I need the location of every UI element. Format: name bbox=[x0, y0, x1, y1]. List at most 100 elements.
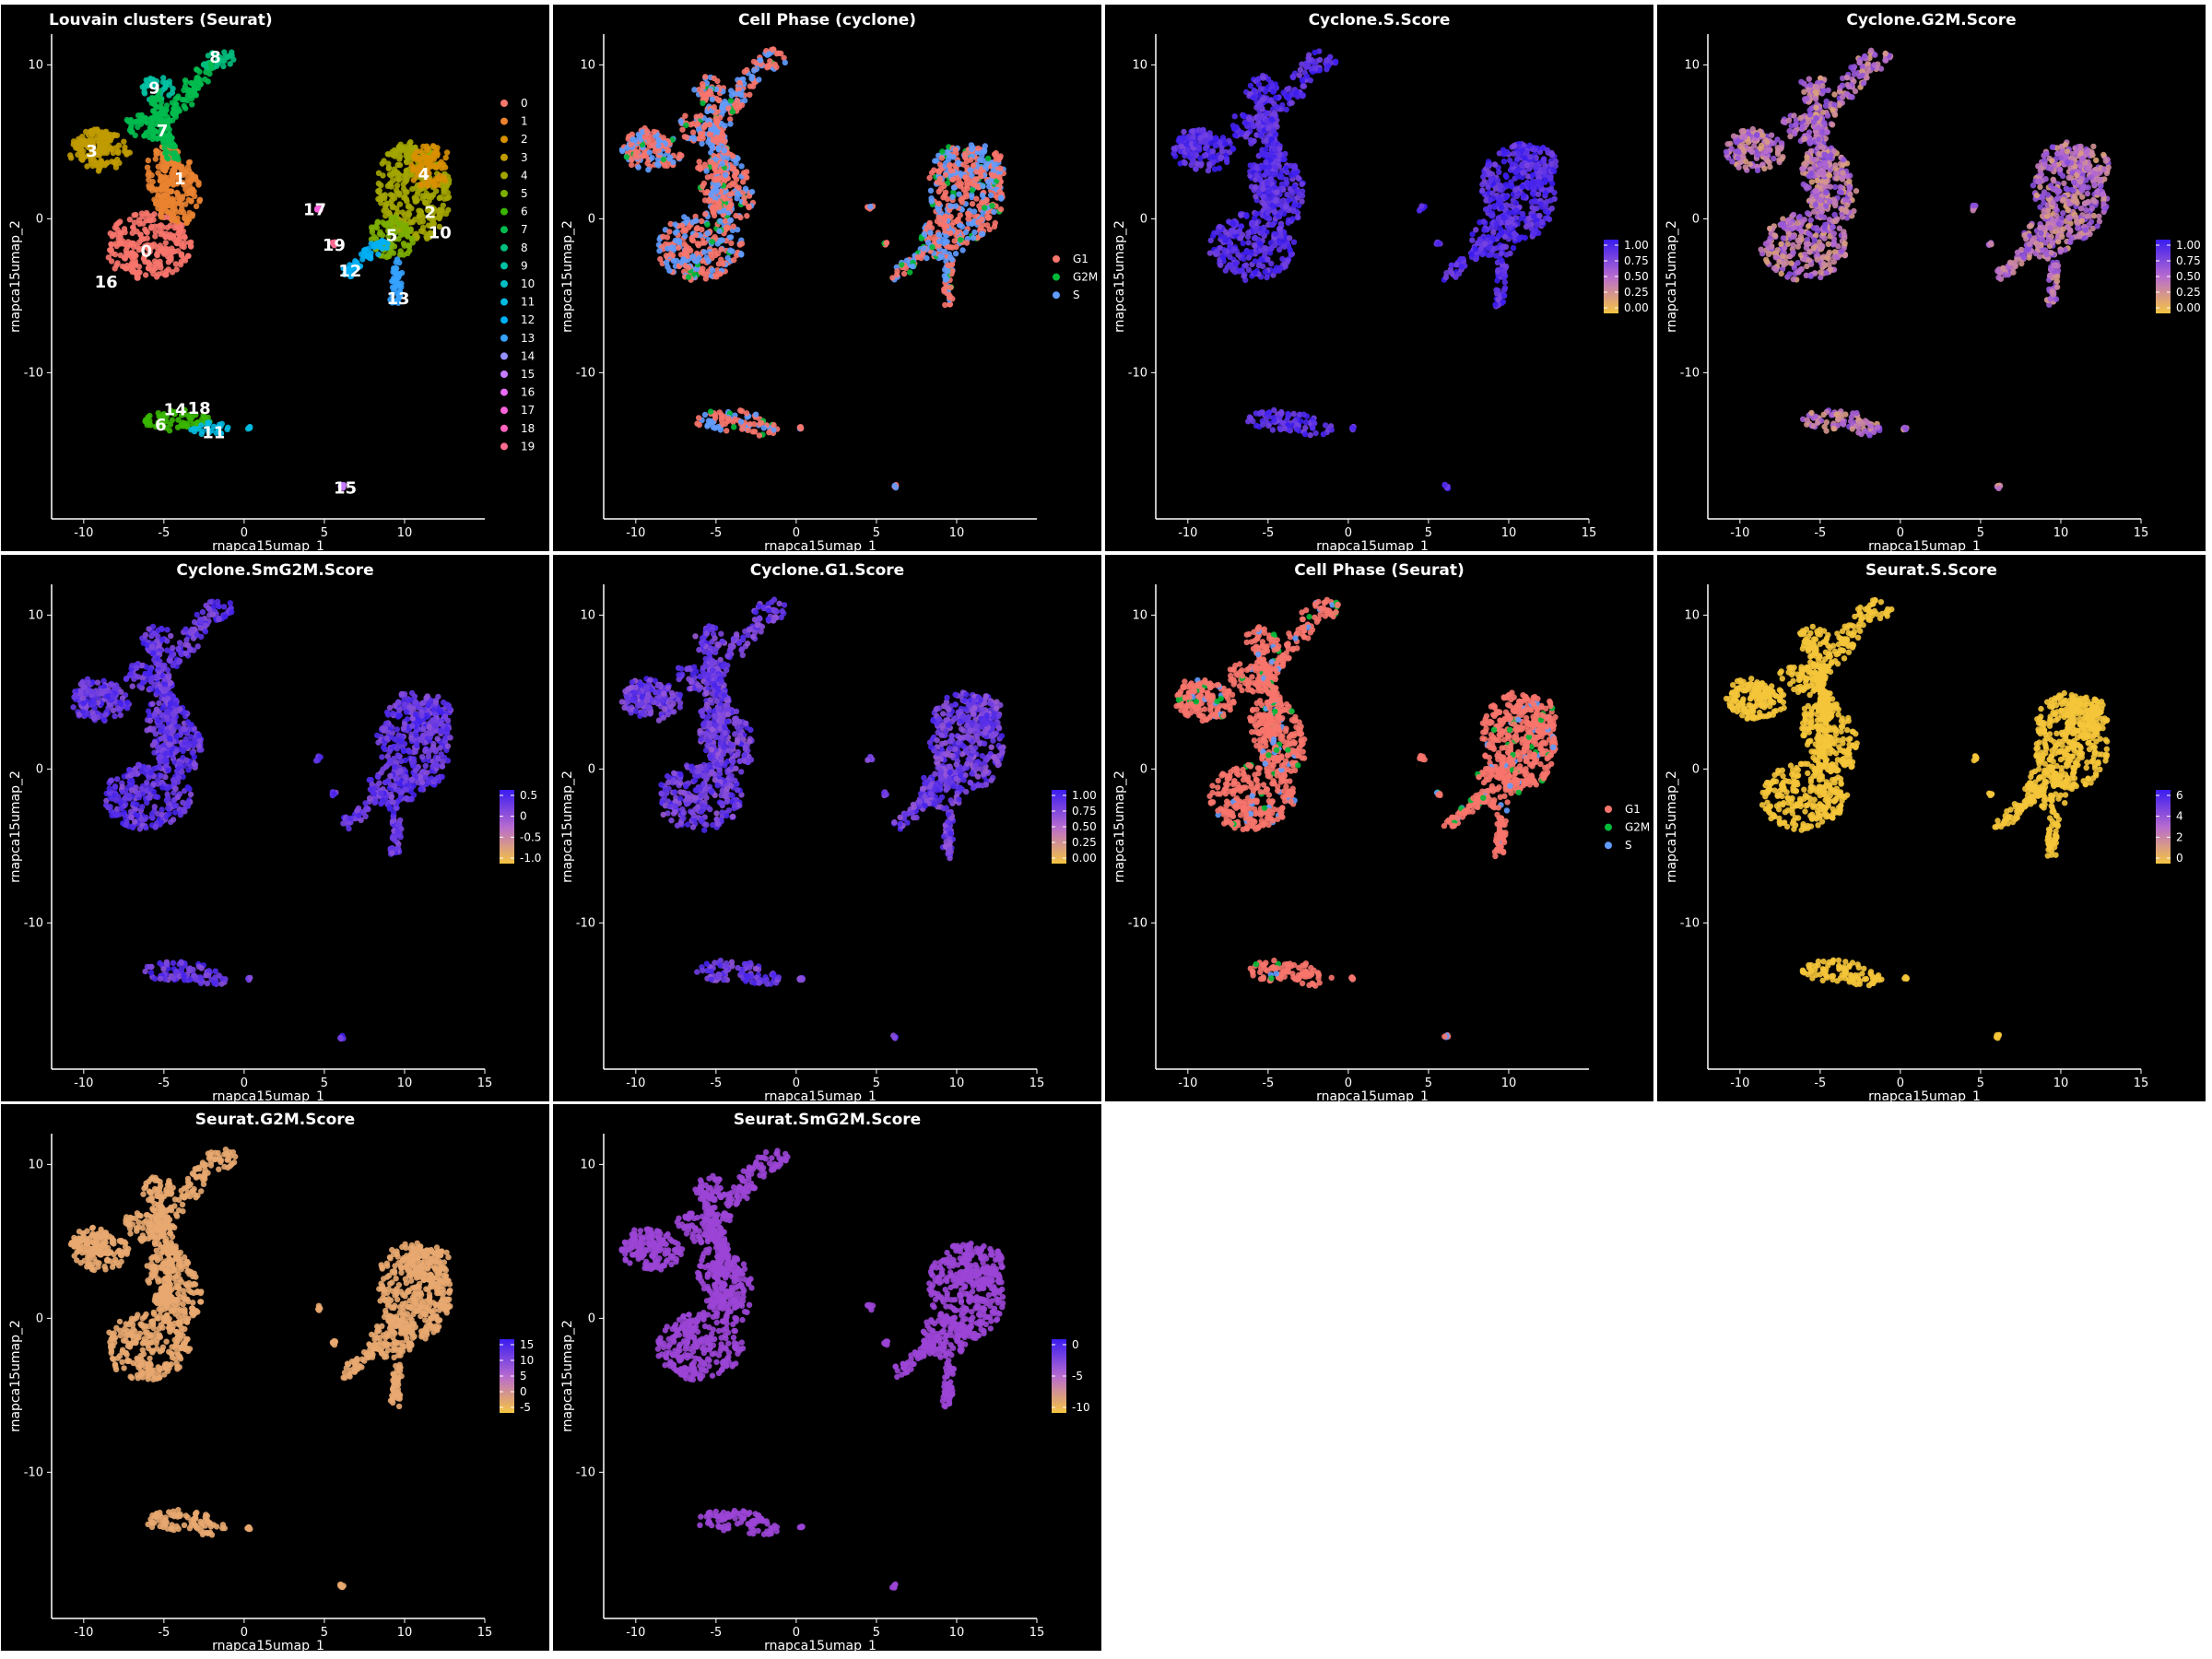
data-point bbox=[1291, 183, 1298, 190]
data-point bbox=[131, 212, 137, 218]
data-point bbox=[1262, 268, 1268, 276]
data-point bbox=[712, 162, 719, 169]
data-point bbox=[361, 253, 368, 259]
y-tick-label: 0 bbox=[36, 212, 43, 226]
data-point bbox=[1207, 237, 1214, 244]
data-point bbox=[399, 231, 406, 238]
data-point bbox=[1316, 56, 1324, 64]
data-point bbox=[1491, 204, 1498, 210]
data-point bbox=[1286, 235, 1293, 241]
y-axis-label: rnapca15umap_2 bbox=[1112, 220, 1127, 333]
data-point bbox=[1269, 202, 1276, 209]
data-point bbox=[655, 162, 662, 169]
data-point bbox=[995, 157, 1002, 163]
scatter-points bbox=[67, 49, 453, 491]
legend-swatch bbox=[500, 316, 508, 324]
data-point bbox=[1457, 255, 1464, 263]
data-point bbox=[145, 265, 152, 272]
data-point bbox=[184, 253, 192, 259]
data-point bbox=[402, 144, 408, 150]
data-point bbox=[769, 46, 775, 53]
data-point bbox=[949, 296, 956, 302]
data-point bbox=[395, 274, 402, 280]
data-point bbox=[144, 421, 150, 429]
cluster-label: 11 bbox=[202, 423, 225, 442]
data-point bbox=[1270, 88, 1277, 95]
data-point bbox=[714, 250, 722, 257]
data-point bbox=[190, 80, 197, 87]
data-point bbox=[1241, 255, 1247, 262]
data-point bbox=[962, 174, 969, 181]
data-point bbox=[666, 229, 673, 235]
data-point bbox=[867, 203, 874, 210]
data-point bbox=[1458, 264, 1465, 270]
data-point bbox=[184, 164, 192, 171]
data-point bbox=[1288, 100, 1295, 106]
data-point bbox=[1257, 86, 1265, 92]
data-point bbox=[1269, 427, 1277, 433]
data-point bbox=[1265, 125, 1272, 132]
data-point bbox=[932, 158, 938, 164]
data-point bbox=[1253, 194, 1259, 200]
data-point bbox=[1293, 171, 1300, 177]
data-point bbox=[926, 174, 933, 182]
data-point bbox=[408, 206, 415, 212]
data-point bbox=[441, 174, 447, 182]
data-point bbox=[724, 428, 730, 434]
data-point bbox=[734, 227, 741, 233]
data-point bbox=[1501, 292, 1508, 299]
data-point bbox=[169, 217, 175, 224]
data-point bbox=[764, 65, 771, 71]
data-point bbox=[1479, 182, 1486, 188]
data-point bbox=[1486, 169, 1492, 175]
data-point bbox=[1206, 160, 1213, 168]
data-point bbox=[108, 241, 114, 248]
data-point bbox=[771, 421, 777, 429]
data-point bbox=[1273, 94, 1279, 101]
data-point bbox=[1263, 146, 1269, 153]
data-point bbox=[1533, 163, 1540, 171]
x-tick-label: 10 bbox=[1501, 526, 1517, 540]
data-point bbox=[720, 261, 726, 267]
data-point bbox=[996, 174, 1003, 181]
data-point bbox=[158, 202, 165, 208]
data-point bbox=[715, 261, 723, 267]
data-point bbox=[1325, 63, 1332, 69]
cluster-label: 16 bbox=[95, 273, 118, 292]
data-point bbox=[708, 192, 714, 198]
data-point bbox=[979, 192, 986, 199]
data-point bbox=[198, 422, 205, 429]
data-point bbox=[126, 217, 134, 223]
data-point bbox=[691, 135, 698, 143]
data-point bbox=[1242, 120, 1249, 126]
data-point bbox=[1306, 52, 1312, 58]
data-point bbox=[1250, 94, 1257, 101]
data-point bbox=[121, 138, 127, 145]
data-point bbox=[657, 255, 664, 263]
data-point bbox=[1218, 262, 1224, 268]
data-point bbox=[1496, 169, 1502, 175]
data-point bbox=[1289, 216, 1296, 222]
data-point bbox=[186, 159, 193, 166]
data-point bbox=[1277, 151, 1283, 158]
data-point bbox=[113, 132, 121, 138]
data-point bbox=[707, 408, 714, 415]
data-point bbox=[738, 101, 746, 109]
data-point bbox=[378, 239, 385, 245]
data-point bbox=[113, 242, 120, 250]
data-point bbox=[1278, 174, 1285, 181]
data-point bbox=[134, 243, 140, 250]
data-point bbox=[937, 185, 945, 193]
data-point bbox=[956, 177, 962, 183]
data-point bbox=[151, 258, 159, 265]
data-point bbox=[969, 187, 976, 194]
data-point bbox=[728, 88, 735, 94]
data-point bbox=[1492, 185, 1499, 192]
data-point bbox=[337, 483, 344, 489]
data-point bbox=[380, 253, 386, 259]
legend-label: 1 bbox=[521, 115, 528, 128]
data-point bbox=[1265, 409, 1272, 416]
data-point bbox=[1536, 212, 1543, 219]
data-point bbox=[918, 235, 924, 241]
